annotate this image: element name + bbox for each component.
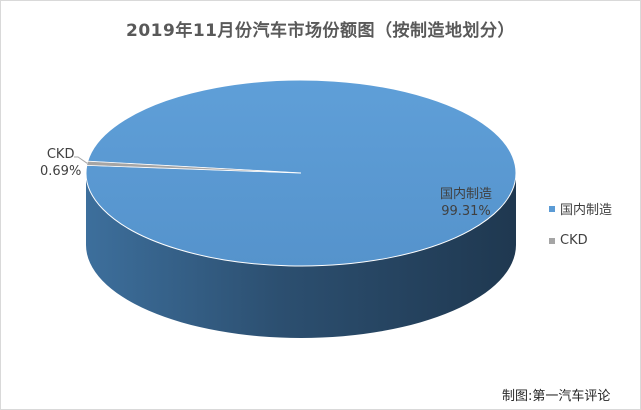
leader-line-ckd (74, 156, 88, 164)
pie-side-wall (86, 173, 516, 338)
legend-item-ckd: CKD (549, 232, 612, 249)
data-label-ckd: CKD 0.69% (40, 146, 81, 180)
data-label-domestic-name: 国内制造 (440, 187, 493, 202)
data-label-ckd-value: 0.69% (40, 164, 82, 179)
data-label-domestic-value: 99.31% (441, 204, 491, 219)
chart-title: 2019年11月份汽车市场份额图（按制造地划分） (126, 21, 515, 41)
legend: 国内制造 CKD (549, 200, 612, 264)
data-label-domestic: 国内制造 99.31% (440, 186, 492, 220)
legend-item-domestic: 国内制造 (549, 200, 613, 218)
pie-slice-domestic (85, 79, 517, 267)
data-label-ckd-name: CKD (46, 147, 75, 162)
source-note: 制图:第一汽车评论 (502, 389, 611, 404)
legend-label-ckd: CKD (560, 233, 588, 248)
legend-swatch-ckd (549, 237, 555, 244)
legend-label-domestic: 国内制造 (560, 203, 613, 218)
legend-swatch-domestic (549, 205, 555, 212)
